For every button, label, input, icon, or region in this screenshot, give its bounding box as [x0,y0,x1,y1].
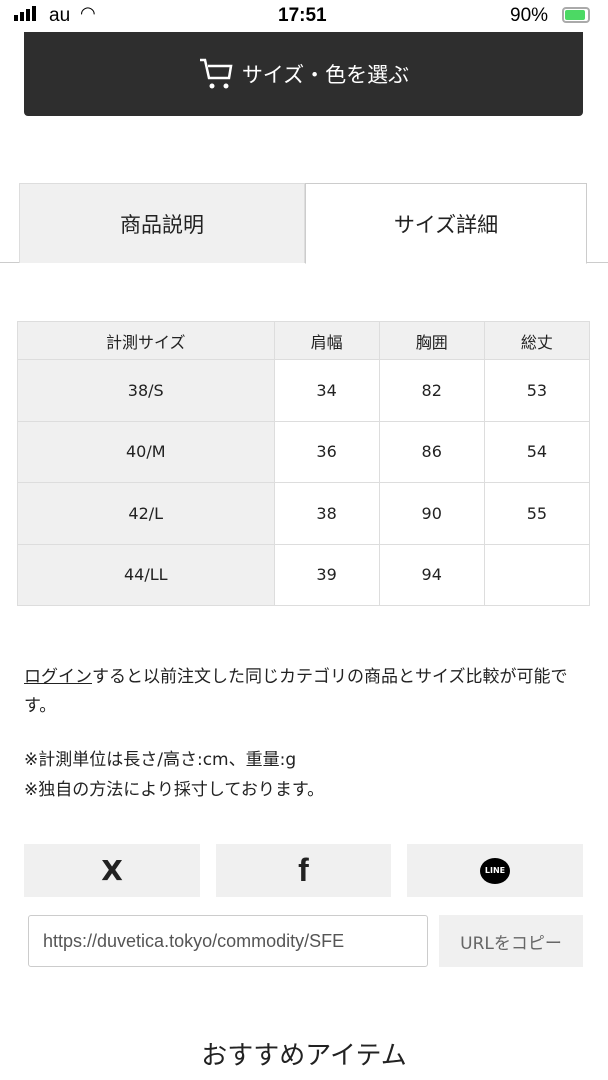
cell: 94 [378,543,485,606]
cell: 53 [483,359,591,422]
table-row: 38/S 34 82 53 [17,359,591,422]
x-icon: X [101,854,123,887]
cell: 82 [378,359,485,422]
cell: 38/S [17,359,275,422]
header-length: 総丈 [483,321,591,360]
cell: 36 [273,420,380,483]
facebook-icon: f [298,852,309,888]
wifi-icon: ◠ [80,3,96,23]
carrier: au [49,5,71,26]
cell: 54 [483,420,591,483]
tab-size-details[interactable]: サイズ詳細 [305,183,587,264]
header-size: 計測サイズ [17,321,275,360]
cart-icon [199,58,233,89]
header-chest: 胸囲 [378,321,485,360]
tab-product-description[interactable]: 商品説明 [19,183,305,263]
unit-note: ※計測単位は長さ/高さ:cm、重量:g [24,750,297,770]
table-header-row: 計測サイズ 肩幅 胸囲 総丈 [17,321,591,360]
size-table: 計測サイズ 肩幅 胸囲 総丈 38/S 34 82 53 40/M 36 86 54 42/… [17,321,591,606]
status-bar: au ◠ 17:51 90% [0,0,608,32]
battery-percent: 90% [510,5,549,26]
cell: 38 [273,482,380,545]
cell [483,543,591,606]
table-row: 44/LL 39 94 [17,543,591,606]
login-note: ログインすると以前注文した同じカテゴリの商品とサイズ比較が可能です。 [24,663,584,721]
cell: 44/LL [17,543,275,606]
signal-icon [14,6,36,21]
cell: 34 [273,359,380,422]
measure-note: ※独自の方法により採寸しております。 [24,780,325,800]
clock: 17:51 [278,5,327,26]
share-line-button[interactable]: LINE [407,844,583,897]
cell: 55 [483,482,591,545]
cell: 39 [273,543,380,606]
recommended-items-heading: おすすめアイテム [201,1041,407,1071]
line-icon: LINE [480,857,510,884]
login-note-text: すると以前注文した同じカテゴリの商品とサイズ比較が可能です。 [24,667,568,716]
cell: 86 [378,420,485,483]
table-row: 40/M 36 86 54 [17,420,591,483]
select-size-color-button[interactable]: サイズ・色を選ぶ [24,32,583,116]
cell: 42/L [17,482,275,545]
cell: 90 [378,482,485,545]
share-x-button[interactable]: X [24,844,200,897]
copy-url-button[interactable]: URLをコピー [439,915,583,967]
battery-icon [562,7,590,23]
select-size-color-label: サイズ・色を選ぶ [241,63,410,87]
cell: 40/M [17,420,275,483]
share-facebook-button[interactable]: f [216,844,391,897]
url-field[interactable] [28,915,428,967]
header-shoulder: 肩幅 [273,321,380,360]
table-row: 42/L 38 90 55 [17,482,591,545]
login-link[interactable]: ログイン [24,667,92,687]
